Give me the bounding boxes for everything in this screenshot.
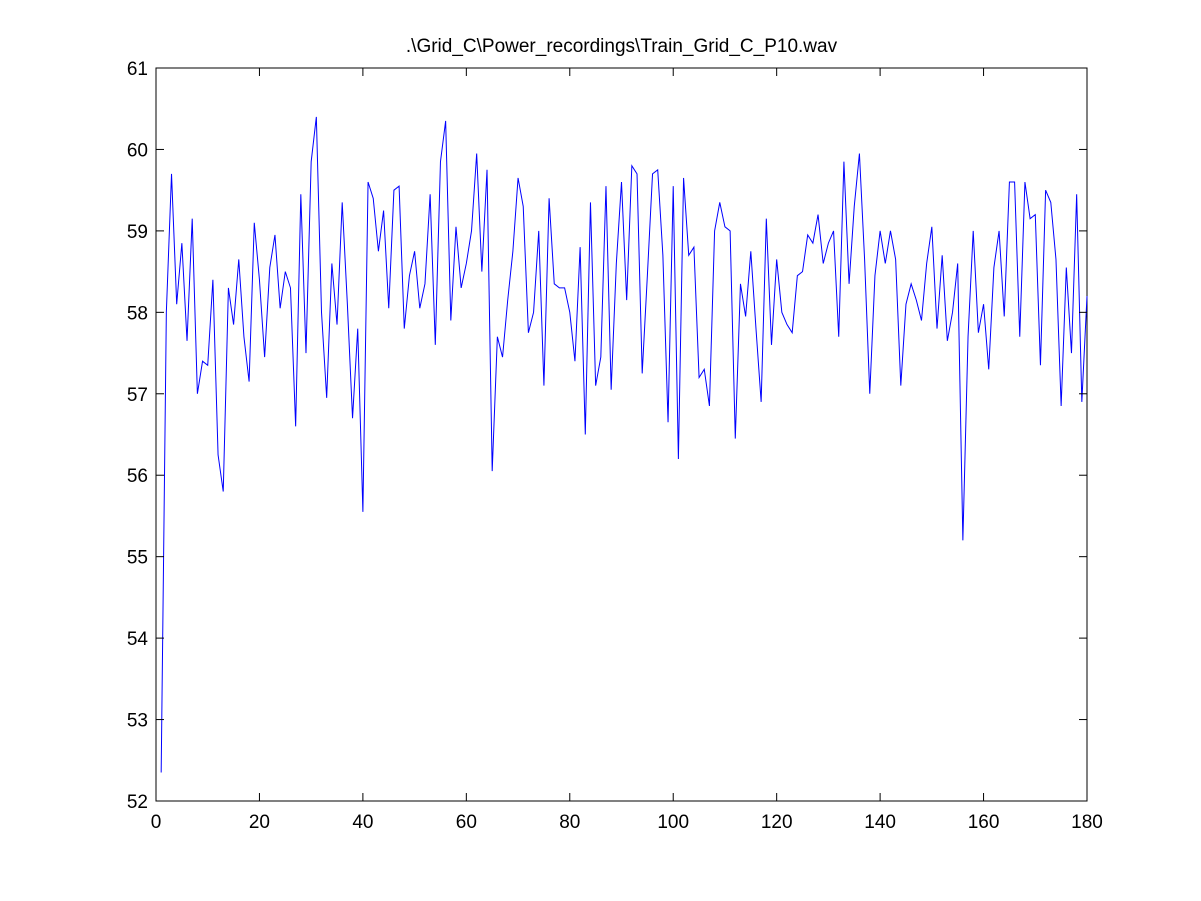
y-tick-label: 59 bbox=[127, 222, 148, 243]
x-tick-label: 180 bbox=[1071, 812, 1103, 833]
y-tick-label: 54 bbox=[127, 629, 149, 650]
y-tick-label: 56 bbox=[127, 466, 148, 487]
x-tick-label: 80 bbox=[559, 812, 580, 833]
x-tick-label: 60 bbox=[456, 812, 477, 833]
x-tick-label: 120 bbox=[761, 812, 793, 833]
x-tick-label: 160 bbox=[968, 812, 1000, 833]
x-tick-label: 0 bbox=[151, 812, 162, 833]
x-tick-label: 100 bbox=[657, 812, 689, 833]
y-tick-label: 60 bbox=[127, 140, 148, 161]
y-tick-label: 61 bbox=[127, 59, 148, 80]
plot-area: 0 20 40 60 80 100 120 140 160 180 52 53 54 55 56 57 58 59… bbox=[127, 59, 1103, 833]
chart-title: .\Grid_C\Power_recordings\Train_Grid_C_P… bbox=[406, 36, 838, 57]
series-line bbox=[160, 116, 1088, 773]
y-tick-label: 58 bbox=[127, 303, 148, 324]
x-tick-label: 40 bbox=[352, 812, 373, 833]
axes-frame bbox=[155, 67, 1088, 802]
x-tick-label: 140 bbox=[864, 812, 896, 833]
y-tick-label: 53 bbox=[127, 711, 148, 732]
y-tick-label: 55 bbox=[127, 548, 148, 569]
y-tick-label: 57 bbox=[127, 385, 148, 406]
y-tick-label: 52 bbox=[127, 792, 148, 813]
x-tick-label: 20 bbox=[249, 812, 270, 833]
